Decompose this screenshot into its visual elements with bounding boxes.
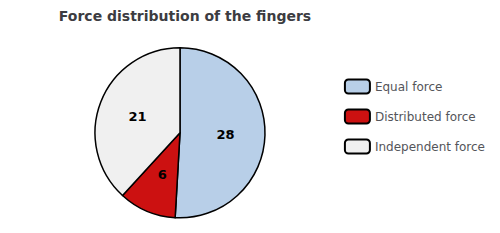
svg-text:21: 21	[129, 109, 147, 124]
svg-text:Equal force: Equal force	[375, 80, 443, 94]
svg-text:6: 6	[158, 167, 167, 182]
svg-text:Distributed force: Distributed force	[375, 110, 476, 124]
svg-text:Independent force: Independent force	[375, 140, 485, 154]
svg-text:28: 28	[216, 127, 234, 142]
svg-text:Force distribution of the fing: Force distribution of the fingers	[59, 8, 311, 24]
